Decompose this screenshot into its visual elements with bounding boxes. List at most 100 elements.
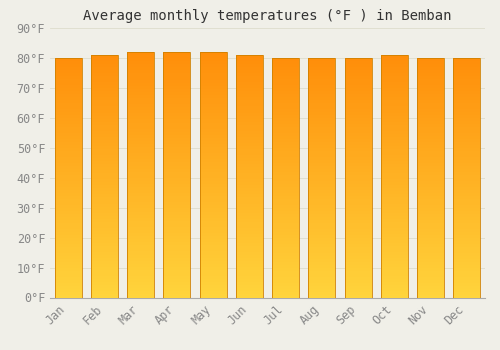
- Bar: [308, 58, 336, 61]
- Bar: [236, 79, 263, 82]
- Bar: [344, 181, 372, 184]
- Bar: [344, 280, 372, 282]
- Bar: [417, 244, 444, 247]
- Bar: [236, 201, 263, 203]
- Bar: [236, 285, 263, 288]
- Bar: [344, 58, 372, 298]
- Bar: [344, 115, 372, 118]
- Bar: [417, 172, 444, 175]
- Bar: [236, 88, 263, 91]
- Bar: [308, 288, 336, 292]
- Bar: [308, 190, 336, 193]
- Bar: [308, 157, 336, 160]
- Bar: [344, 58, 372, 298]
- Bar: [200, 156, 226, 159]
- Bar: [91, 140, 118, 143]
- Bar: [91, 216, 118, 219]
- Bar: [54, 112, 82, 115]
- Bar: [200, 270, 226, 273]
- Bar: [127, 282, 154, 285]
- Bar: [308, 226, 336, 229]
- Bar: [54, 274, 82, 276]
- Bar: [54, 94, 82, 97]
- Bar: [200, 147, 226, 150]
- Bar: [54, 64, 82, 67]
- Bar: [308, 169, 336, 172]
- Bar: [54, 124, 82, 127]
- Bar: [454, 70, 480, 73]
- Bar: [417, 265, 444, 267]
- Bar: [164, 199, 190, 202]
- Bar: [164, 150, 190, 153]
- Bar: [308, 274, 336, 276]
- Bar: [417, 106, 444, 109]
- Bar: [308, 103, 336, 106]
- Bar: [164, 233, 190, 236]
- Bar: [381, 73, 408, 76]
- Bar: [272, 220, 299, 223]
- Bar: [344, 121, 372, 124]
- Bar: [272, 238, 299, 240]
- Bar: [200, 258, 226, 261]
- Bar: [272, 118, 299, 121]
- Bar: [272, 151, 299, 154]
- Bar: [417, 58, 444, 298]
- Bar: [344, 163, 372, 166]
- Bar: [454, 61, 480, 64]
- Bar: [272, 265, 299, 267]
- Bar: [236, 185, 263, 188]
- Bar: [344, 67, 372, 70]
- Bar: [308, 282, 336, 286]
- Bar: [200, 264, 226, 267]
- Bar: [127, 221, 154, 224]
- Bar: [91, 210, 118, 212]
- Bar: [344, 178, 372, 181]
- Bar: [454, 67, 480, 70]
- Bar: [236, 61, 263, 64]
- Bar: [381, 279, 408, 282]
- Bar: [91, 219, 118, 222]
- Bar: [344, 220, 372, 223]
- Bar: [200, 178, 226, 181]
- Bar: [91, 85, 118, 88]
- Bar: [308, 85, 336, 88]
- Bar: [200, 187, 226, 190]
- Bar: [54, 76, 82, 79]
- Bar: [127, 132, 154, 135]
- Bar: [417, 85, 444, 88]
- Bar: [164, 159, 190, 162]
- Bar: [344, 118, 372, 121]
- Bar: [344, 244, 372, 247]
- Bar: [272, 124, 299, 127]
- Bar: [417, 229, 444, 232]
- Bar: [381, 67, 408, 70]
- Bar: [200, 61, 226, 64]
- Bar: [54, 172, 82, 175]
- Bar: [164, 132, 190, 135]
- Bar: [91, 128, 118, 131]
- Bar: [127, 141, 154, 144]
- Bar: [417, 276, 444, 280]
- Bar: [308, 172, 336, 175]
- Bar: [127, 202, 154, 205]
- Bar: [272, 184, 299, 187]
- Bar: [236, 158, 263, 161]
- Bar: [54, 85, 82, 88]
- Bar: [91, 149, 118, 152]
- Bar: [308, 181, 336, 184]
- Bar: [308, 100, 336, 103]
- Bar: [164, 169, 190, 172]
- Bar: [344, 288, 372, 292]
- Bar: [272, 288, 299, 292]
- Bar: [308, 175, 336, 178]
- Bar: [381, 110, 408, 113]
- Bar: [54, 217, 82, 220]
- Bar: [272, 58, 299, 298]
- Bar: [272, 67, 299, 70]
- Bar: [381, 85, 408, 88]
- Bar: [200, 70, 226, 74]
- Bar: [236, 255, 263, 258]
- Bar: [381, 100, 408, 104]
- Bar: [308, 154, 336, 157]
- Bar: [54, 58, 82, 298]
